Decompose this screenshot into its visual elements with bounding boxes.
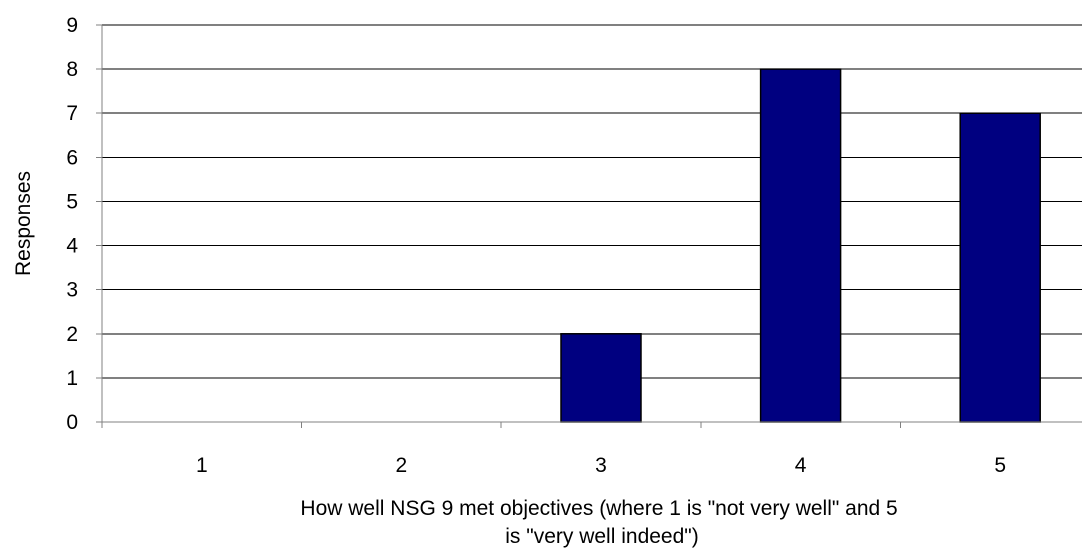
y-axis-title: Responses bbox=[12, 171, 35, 276]
bar-3 bbox=[560, 333, 642, 423]
bars bbox=[560, 68, 1041, 423]
x-tick-label: 4 bbox=[795, 454, 807, 477]
y-tick-label: 0 bbox=[66, 411, 78, 434]
y-tick-label: 3 bbox=[66, 279, 78, 302]
x-tick-labels: 1 2 3 4 5 bbox=[196, 454, 1006, 477]
x-axis-title-line-1: How well NSG 9 met objectives (where 1 i… bbox=[300, 497, 897, 520]
y-tick-label: 4 bbox=[66, 235, 78, 258]
y-tick-label: 5 bbox=[66, 190, 78, 213]
x-tick-label: 3 bbox=[595, 454, 607, 477]
y-tick-label: 1 bbox=[66, 367, 78, 390]
y-tick-label: 8 bbox=[66, 58, 78, 81]
bar-4 bbox=[759, 68, 842, 423]
y-tick-label: 2 bbox=[66, 323, 78, 346]
x-axis-title: How well NSG 9 met objectives (where 1 i… bbox=[300, 497, 903, 548]
axes bbox=[96, 24, 1082, 428]
x-tick-label: 5 bbox=[994, 454, 1006, 477]
y-tick-labels: 0 1 2 3 4 5 6 7 8 9 bbox=[66, 14, 78, 434]
x-tick-label: 2 bbox=[396, 454, 408, 477]
y-tick-label: 7 bbox=[66, 102, 78, 125]
x-axis-title-line-2: is "very well indeed") bbox=[505, 525, 698, 548]
y-tick-label: 9 bbox=[66, 14, 78, 37]
bar-5 bbox=[959, 112, 1041, 423]
gridlines bbox=[102, 24, 1082, 379]
y-tick-label: 6 bbox=[66, 146, 78, 169]
x-tick-label: 1 bbox=[196, 454, 208, 477]
